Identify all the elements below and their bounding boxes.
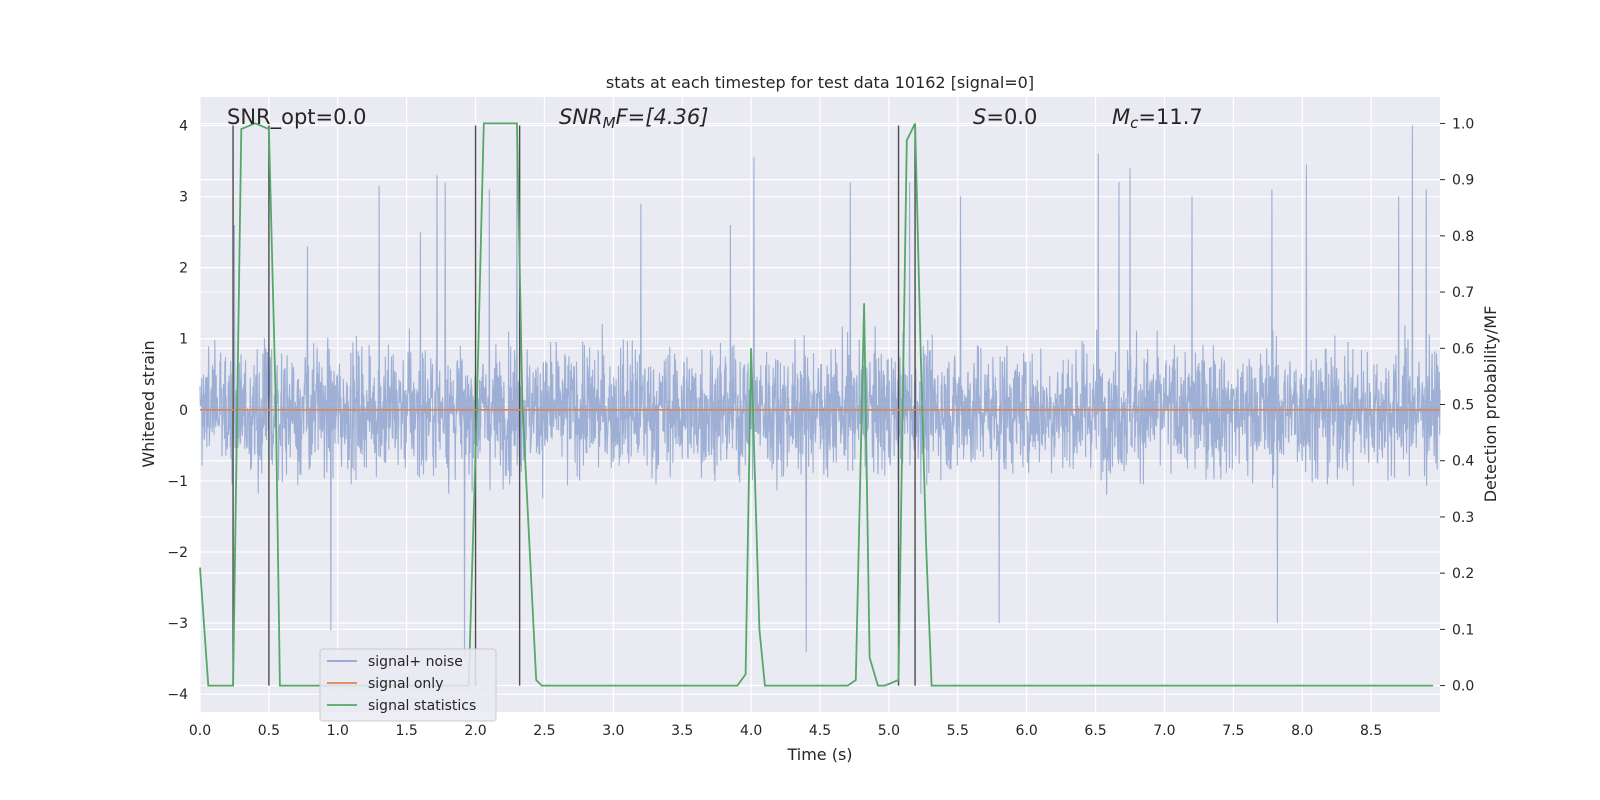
x-tick-label: 2.0	[464, 723, 486, 739]
legend: signal+ noise signal only signal statist…	[319, 648, 497, 722]
y-tick-label-right: 0.5	[1452, 398, 1474, 414]
annotation-snr-mf-value: F=[4.36]	[616, 105, 709, 129]
annotation-snr-mf: SNRMF=[4.36]	[559, 105, 708, 132]
signal-statistics-line	[199, 122, 1434, 687]
y-tick-label-right: 0.9	[1452, 173, 1474, 189]
x-tick-label: 7.0	[1153, 723, 1175, 739]
y-tick-label-right: 1.0	[1452, 116, 1474, 132]
legend-label-signal-noise: signal+ noise	[368, 654, 463, 670]
y-tick-label-right: 0.8	[1452, 229, 1474, 245]
x-tick-label: 3.5	[671, 723, 693, 739]
y-tick-label-right: 0.4	[1452, 454, 1474, 470]
x-tick-label: 8.0	[1291, 723, 1313, 739]
y-tick-label-left: −4	[167, 687, 188, 703]
x-tick-label: 2.5	[533, 723, 555, 739]
x-tick-label: 6.0	[1016, 723, 1038, 739]
y-tick-label-left: 3	[179, 190, 188, 206]
x-tick-label: 4.0	[740, 723, 762, 739]
x-tick-label: 5.0	[878, 723, 900, 739]
x-tick-label: 4.5	[809, 723, 831, 739]
y-axis-label-right: Detection probability/MF	[1481, 306, 1500, 503]
signal-statistics-series	[199, 122, 1434, 687]
y-ticks-right: 1.0 0.9 0.8 0.7 0.6 0.5 0.4 0.3 0.2 0.1 0.0	[1440, 116, 1474, 695]
annotation-snr-opt: SNR_opt=0.0	[227, 105, 367, 130]
x-tick-label: 5.5	[947, 723, 969, 739]
y-ticks-left: 4 3 2 1 0 −1 −2 −3 −4	[167, 118, 188, 703]
y-tick-label-left: 0	[179, 403, 188, 419]
y-tick-label-right: 0.7	[1452, 285, 1474, 301]
annotation-snr-mf-symbol: SNR	[559, 105, 603, 129]
annotation-mc: Mc=11.7	[1112, 105, 1203, 132]
x-tick-label: 1.5	[396, 723, 418, 739]
noise-series	[199, 125, 1441, 659]
x-tick-label: 7.5	[1222, 723, 1244, 739]
annotation-s: S=0.0	[973, 105, 1037, 129]
y-tick-label-right: 0.0	[1452, 679, 1474, 695]
y-tick-label-left: 2	[179, 261, 188, 277]
y-tick-label-left: 1	[179, 332, 188, 348]
x-tick-label: 1.0	[327, 723, 349, 739]
annotation-snr-mf-subscript: M	[603, 114, 616, 132]
noise-line	[199, 125, 1441, 659]
legend-label-signal-statistics: signal statistics	[368, 698, 476, 714]
y-tick-label-right: 0.6	[1452, 341, 1474, 357]
x-tick-label: 8.5	[1360, 723, 1382, 739]
annotation-mc-symbol: M	[1112, 105, 1130, 129]
y-tick-label-right: 0.2	[1452, 566, 1474, 582]
x-tick-label: 0.0	[189, 723, 211, 739]
y-tick-label-left: −3	[167, 616, 188, 632]
x-tick-label: 3.0	[602, 723, 624, 739]
annotation-mc-subscript: c	[1130, 114, 1139, 132]
x-tick-label: 6.5	[1084, 723, 1106, 739]
chart-title: stats at each timestep for test data 101…	[606, 73, 1034, 92]
legend-label-signal-only: signal only	[368, 676, 443, 692]
x-axis-label: Time (s)	[786, 745, 852, 764]
y-axis-label-left: Whitened strain	[139, 340, 158, 467]
y-tick-label-right: 0.3	[1452, 510, 1474, 526]
annotation-mc-value: =11.7	[1138, 105, 1202, 129]
legend-box	[319, 648, 497, 722]
x-ticks: 0.0 0.5 1.0 1.5 2.0 2.5 3.0 3.5 4.0 4.5 5.0 5.5 6.0 6…	[189, 723, 1382, 739]
y-tick-label-left: −2	[167, 545, 188, 561]
annotation-s-value: =0.0	[986, 105, 1037, 129]
x-tick-label: 0.5	[258, 723, 280, 739]
y-tick-label-right: 0.1	[1452, 622, 1474, 638]
y-tick-label-left: 4	[179, 118, 188, 134]
annotation-s-symbol: S	[973, 105, 986, 129]
y-tick-label-left: −1	[167, 474, 188, 490]
